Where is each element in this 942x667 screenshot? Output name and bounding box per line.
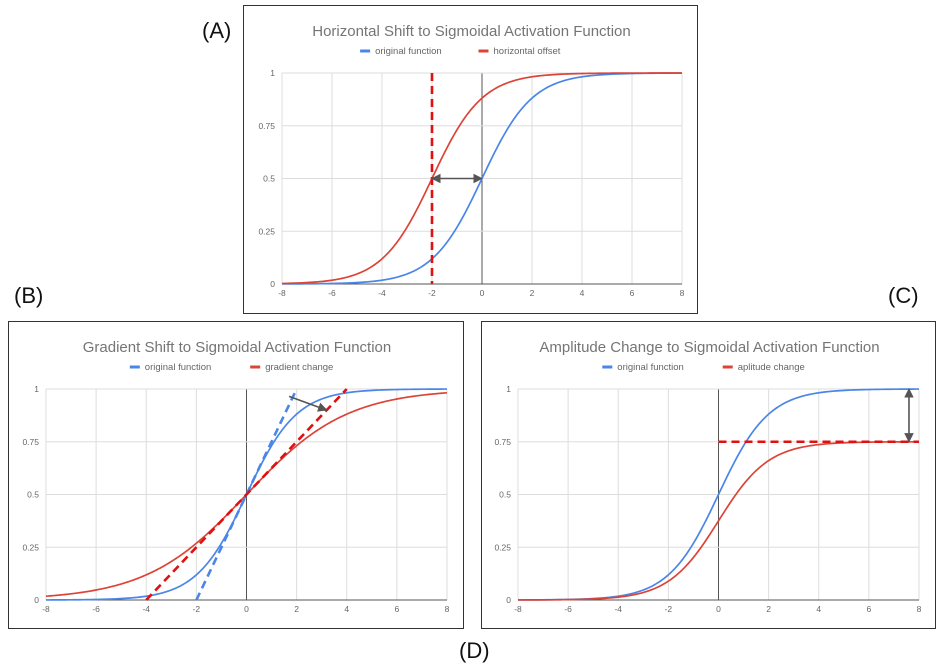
legend-label-1: horizontal offset (494, 46, 561, 57)
chart-c: Amplitude Change to Sigmoidal Activation… (481, 321, 936, 629)
x-tick-label-0: -8 (278, 288, 286, 298)
x-tick-label-1: -6 (564, 604, 572, 614)
x-tick-label-5: 2 (294, 604, 299, 614)
x-tick-label-1: -6 (92, 604, 100, 614)
annotation-arrow-2 (288, 395, 328, 412)
x-tick-label-7: 6 (867, 604, 872, 614)
legend-label-0: original function (617, 362, 684, 373)
y-tick-label-4: 1 (34, 384, 39, 394)
y-tick-label-4: 1 (270, 68, 275, 78)
x-tick-label-7: 6 (395, 604, 400, 614)
x-tick-label-6: 4 (580, 288, 585, 298)
x-tick-label-6: 4 (344, 604, 349, 614)
y-tick-label-4: 1 (506, 384, 511, 394)
x-tick-label-4: 0 (244, 604, 249, 614)
x-tick-label-2: -4 (378, 288, 386, 298)
x-tick-label-4: 0 (480, 288, 485, 298)
y-tick-label-3: 0.75 (258, 121, 275, 131)
chart-a: Horizontal Shift to Sigmoidal Activation… (243, 5, 698, 314)
panel-label-a: (A) (202, 18, 232, 43)
x-tick-label-8: 8 (917, 604, 922, 614)
panel-label-b: (B) (14, 283, 44, 308)
x-tick-label-0: -8 (42, 604, 50, 614)
figure-caption: (D) (459, 638, 490, 663)
x-tick-label-5: 2 (530, 288, 535, 298)
chart-b: Gradient Shift to Sigmoidal Activation F… (8, 321, 464, 629)
panel-label-c: (C) (888, 283, 919, 308)
legend-label-0: original function (375, 46, 442, 57)
y-tick-label-2: 0.5 (499, 490, 511, 500)
y-tick-label-0: 0 (506, 595, 511, 605)
y-tick-label-1: 0.25 (258, 226, 275, 236)
x-tick-label-4: 0 (716, 604, 721, 614)
x-tick-label-2: -4 (614, 604, 622, 614)
legend-label-1: gradient change (265, 362, 333, 373)
chart-title: Horizontal Shift to Sigmoidal Activation… (312, 23, 631, 40)
chart-c-svg: Amplitude Change to Sigmoidal Activation… (494, 339, 922, 614)
x-tick-label-0: -8 (514, 604, 522, 614)
x-tick-label-7: 6 (630, 288, 635, 298)
chart-title: Gradient Shift to Sigmoidal Activation F… (83, 339, 392, 356)
x-tick-label-3: -2 (665, 604, 673, 614)
x-tick-label-8: 8 (445, 604, 450, 614)
y-tick-label-2: 0.5 (263, 174, 275, 184)
chart-title: Amplitude Change to Sigmoidal Activation… (539, 339, 879, 356)
x-tick-label-3: -2 (193, 604, 201, 614)
y-tick-label-0: 0 (34, 595, 39, 605)
x-tick-label-2: -4 (142, 604, 150, 614)
legend-label-0: original function (145, 362, 212, 373)
x-tick-label-3: -2 (428, 288, 436, 298)
x-tick-label-5: 2 (766, 604, 771, 614)
series-line-horizontal-offset (281, 72, 682, 285)
y-tick-label-1: 0.25 (494, 542, 511, 552)
chart-a-svg: Horizontal Shift to Sigmoidal Activation… (258, 23, 685, 298)
y-tick-label-3: 0.75 (494, 437, 511, 447)
x-tick-label-6: 4 (816, 604, 821, 614)
x-tick-label-1: -6 (328, 288, 336, 298)
y-tick-label-2: 0.5 (27, 490, 39, 500)
chart-b-svg: Gradient Shift to Sigmoidal Activation F… (22, 339, 450, 614)
y-tick-label-0: 0 (270, 279, 275, 289)
y-tick-label-1: 0.25 (22, 542, 39, 552)
legend-label-1: aplitude change (738, 362, 805, 373)
y-tick-label-3: 0.75 (22, 437, 39, 447)
x-tick-label-8: 8 (680, 288, 685, 298)
annotation-tangent-1 (145, 388, 348, 601)
